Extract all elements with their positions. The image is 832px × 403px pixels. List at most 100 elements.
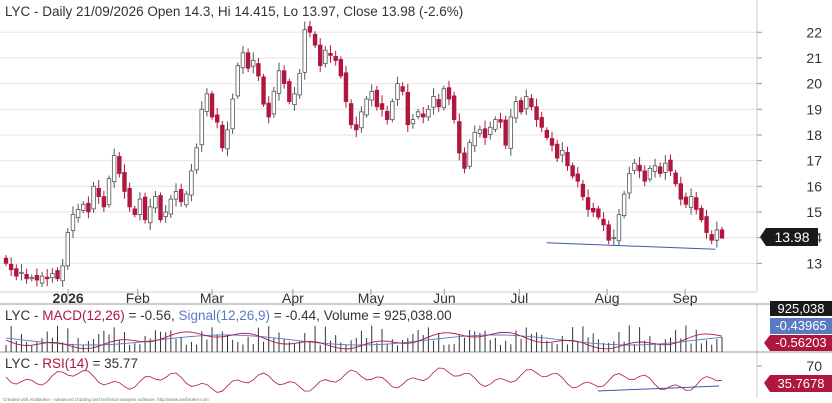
candle-body [158,195,163,221]
candle-body [70,214,76,231]
candle-body [709,234,714,241]
macd-header-signal-label: Signal(12,26,9) [178,308,270,323]
y-tick-label-21: 21 [806,50,822,66]
candle-body [549,138,555,146]
rsi-header-prefix: LYC - [5,356,42,371]
rsi-header-label: RSI(14) [42,356,89,371]
candle-body [271,90,277,115]
candle-body [328,52,333,56]
rsi-panel: 70 [5,358,822,393]
candle-body [688,196,694,208]
rsi-line [5,367,723,393]
candle-body [307,26,313,33]
candle-body [245,52,251,69]
candle-body [647,167,653,180]
candle-body [359,111,364,129]
candle-body [209,93,215,118]
candle-body [142,196,148,221]
candle-body [493,119,498,130]
candle-body [565,152,570,167]
candle-body [467,142,472,167]
candle-body [410,119,416,125]
candle-body [384,110,390,120]
candle-body [34,274,40,281]
x-tick-label-aug: Aug [595,290,620,306]
candle-body [441,88,447,109]
candle-body [719,229,725,239]
y-tick-label-16: 16 [806,178,822,194]
candle-body [127,187,132,208]
candle-body [343,72,349,102]
candle-body [137,198,143,215]
candle-body [106,178,112,206]
macd-header-macd-label: MACD(12,26) [42,308,125,323]
candle-body [292,93,297,106]
price-candles [3,20,725,288]
candle-body [637,164,642,172]
macd-badge: -0.56203 [775,335,826,350]
x-axis-month-labels: 2026 Feb Mar Apr May Jun Jul Aug Sep [53,289,698,306]
candle-body [518,100,524,113]
macd-badge-pointer [764,335,770,351]
candle-body [251,60,256,67]
candle-body [714,229,720,241]
candle-body [534,106,539,120]
macd-header-prefix: LYC - [5,308,42,323]
candle-body [153,196,158,209]
candle-body [178,188,184,203]
candle-body [668,159,673,172]
y-tick-label-17: 17 [806,153,822,169]
macd-volume-panel [5,325,723,352]
close-price-badge-pointer [760,228,766,246]
candle-body [55,270,60,280]
candle-body [462,152,467,169]
candle-body [256,63,261,77]
candle-body [699,207,704,221]
price-trendline-group [546,242,716,250]
candle-body [503,119,508,146]
candle-body [616,214,622,242]
candle-body [287,81,292,102]
candle-body [652,165,658,172]
candle-body [400,86,405,92]
candle-body [14,268,19,277]
x-tick-label-jun: Jun [433,290,456,306]
candle-body [184,193,189,206]
candle-body [472,131,477,147]
candle-body [524,96,529,110]
x-tick-label-sep: Sep [673,290,698,306]
candle-body [19,271,24,274]
candle-body [364,98,369,116]
candle-body [348,103,354,126]
candle-body [405,91,410,126]
x-tick-label-2026: 2026 [53,290,84,306]
y-tick-label-13: 13 [806,255,822,271]
candle-body [117,156,122,174]
x-tick-label-mar: Mar [200,290,224,306]
x-tick-label-may: May [358,290,384,306]
candle-body [580,183,586,197]
candle-body [544,129,550,138]
y-tick-label-22: 22 [806,24,822,40]
candle-body [379,103,385,110]
candle-body [678,183,683,200]
price-y-axis: 13141516171819202122 [757,24,822,271]
rsi-header-value: = 35.77 [89,356,138,371]
candle-body [642,170,647,182]
y-tick-label-20: 20 [806,76,822,92]
candle-body [632,162,637,171]
candle-body [281,70,287,85]
candle-body [225,129,230,150]
candle-body [575,173,580,182]
candle-body [426,108,431,118]
y-tick-label-15: 15 [806,204,822,220]
candle-body [621,193,627,216]
candle-body [513,101,519,119]
candle-body [663,162,668,173]
candle-body [488,126,493,135]
candle-body [235,65,240,97]
candle-body [50,273,55,279]
candle-body [173,191,179,200]
price-trendline [546,242,716,250]
